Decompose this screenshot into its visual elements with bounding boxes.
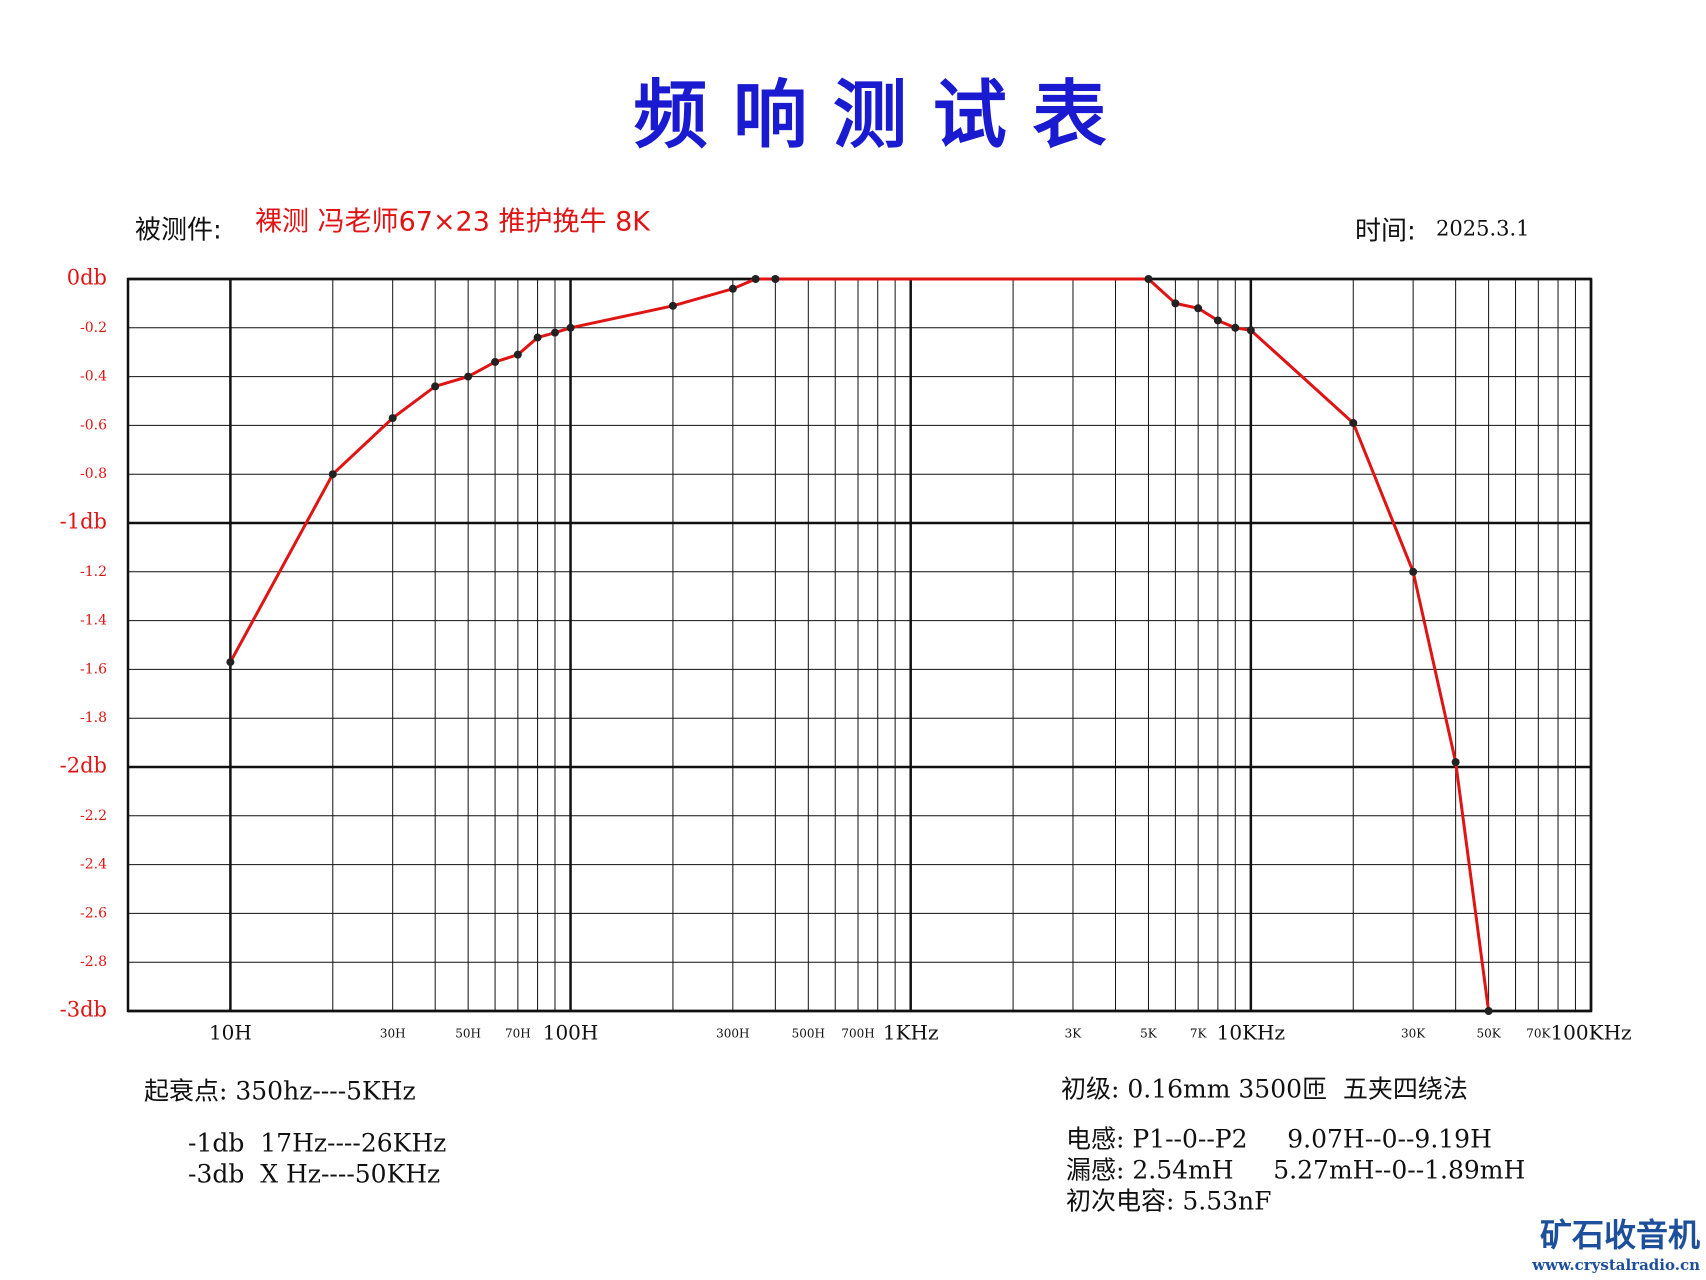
data-point — [491, 357, 500, 366]
y-tick-label: -0.2 — [80, 320, 107, 336]
data-point — [1144, 275, 1153, 283]
x-tick-label: 10H — [209, 1021, 252, 1045]
y-tick-label: -0.4 — [80, 369, 107, 385]
y-tick-label: -2.6 — [80, 905, 107, 921]
watermark-url: www.crystalradio.cn — [1531, 1256, 1700, 1274]
y-tick-label: -2.8 — [80, 954, 107, 970]
data-point — [668, 301, 677, 310]
y-tick-label: -1.2 — [80, 564, 107, 580]
data-point — [513, 350, 522, 359]
x-tick-label: 10KHz — [1217, 1021, 1285, 1045]
y-tick-label: -0.6 — [80, 417, 107, 433]
x-tick-label: 300H — [716, 1027, 749, 1041]
series-line — [229, 277, 1491, 1012]
time: 2025.3.1 — [1436, 217, 1530, 241]
data-point — [1213, 316, 1222, 325]
data-point — [464, 372, 473, 381]
y-tick-label: -1.4 — [80, 613, 107, 629]
data-point — [1451, 758, 1460, 767]
x-tick-label: 100H — [543, 1021, 599, 1045]
x-tick-label: 70K — [1526, 1027, 1551, 1041]
data-point — [388, 414, 397, 423]
x-tick-label: 5K — [1140, 1027, 1158, 1041]
x-tick-label: 3K — [1065, 1027, 1083, 1041]
data-point — [1246, 326, 1255, 335]
x-tick-label: 700H — [841, 1027, 874, 1041]
data-point — [728, 284, 737, 293]
y-tick-label: -0.8 — [80, 466, 107, 482]
x-tick-label: 500H — [792, 1027, 825, 1041]
x-tick-label: 70H — [505, 1027, 531, 1041]
x-tick-label: 7K — [1190, 1027, 1208, 1041]
x-tick-label: 30K — [1401, 1027, 1426, 1041]
note: 初次电容: 5.53nF — [1066, 1187, 1271, 1216]
data-point — [1409, 567, 1418, 576]
watermark: 矿石收音机 — [1540, 1216, 1700, 1254]
note: 初级: 0.16mm 3500匝 五夹四绕法 — [1061, 1075, 1468, 1104]
note: 电感: P1--0--P2 9.07H--0--9.19H — [1066, 1125, 1492, 1154]
y-tick-label: -1.8 — [80, 710, 107, 726]
y-tick-label: 0db — [67, 266, 107, 290]
data-point — [431, 382, 440, 391]
data-point — [751, 275, 760, 283]
y-tick-label: -2db — [60, 754, 107, 778]
data-point — [1231, 323, 1240, 332]
note: 起衰点: 350hz----5KHz — [144, 1077, 416, 1106]
y-tick-label: -3db — [60, 998, 107, 1022]
data-point — [1194, 304, 1203, 313]
data-point — [550, 328, 559, 337]
y-tick-label: -1db — [60, 510, 107, 534]
data-point — [1484, 1007, 1493, 1015]
note: 漏感: 2.54mH 5.27mH--0--1.89mH — [1066, 1156, 1525, 1185]
data-point — [1349, 418, 1358, 427]
note: -1db 17Hz----26KHz — [188, 1129, 446, 1158]
data-point — [1171, 299, 1180, 308]
x-tick-label: 50H — [455, 1027, 481, 1041]
x-tick-label: 100KHz — [1550, 1021, 1631, 1045]
data-point — [566, 323, 575, 332]
subject: 裸测 冯老师67×23 推护挽牛 8K — [255, 207, 651, 238]
x-tick-label: 30H — [380, 1027, 406, 1041]
time-label: 时间: — [1355, 217, 1416, 247]
data-point — [771, 275, 780, 283]
subject-label: 被测件: — [135, 216, 222, 246]
data-point — [533, 333, 542, 342]
data-point — [226, 658, 235, 667]
data-point — [328, 470, 337, 479]
x-tick-label: 50K — [1476, 1027, 1501, 1041]
y-tick-label: -1.6 — [80, 661, 107, 677]
chart-title: 频 响 测 试 表 — [633, 73, 1106, 159]
note: -3db X Hz----50KHz — [188, 1160, 440, 1189]
y-tick-label: -2.4 — [80, 857, 107, 873]
y-tick-label: -2.2 — [80, 808, 107, 824]
x-tick-label: 1KHz — [883, 1021, 939, 1045]
